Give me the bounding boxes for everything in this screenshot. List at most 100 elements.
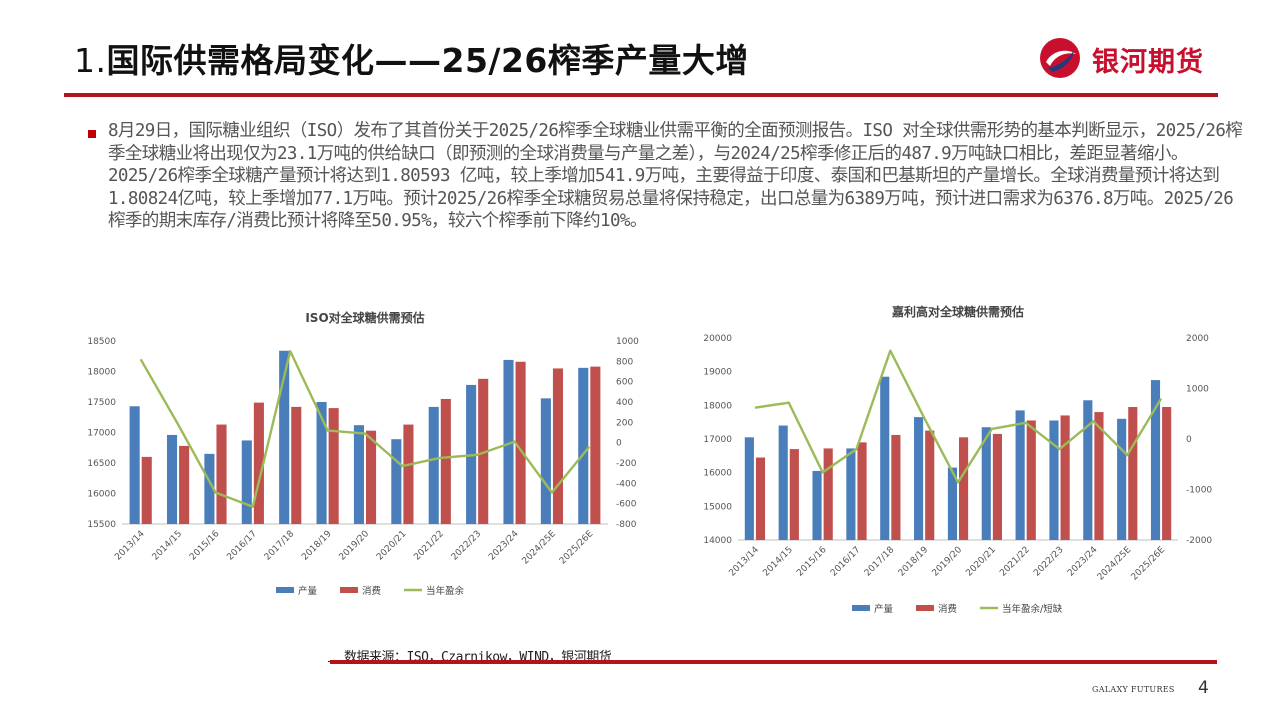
page-number: 4 <box>1198 678 1209 698</box>
y-right-tick-label: 1000 <box>1186 385 1209 395</box>
production-bar <box>1015 410 1025 540</box>
production-bar <box>812 470 822 540</box>
x-tick-label: 2013/14 <box>728 545 762 579</box>
x-tick-label: 2017/18 <box>863 545 897 579</box>
production-bar <box>578 367 589 524</box>
legend-swatch <box>916 605 934 611</box>
production-bar <box>204 453 215 524</box>
y-right-tick-label: 400 <box>616 398 633 408</box>
x-tick-label: 2015/16 <box>188 529 222 563</box>
y-left-tick-label: 19000 <box>703 368 732 378</box>
y-right-tick-label: -600 <box>616 500 637 510</box>
consumption-bar <box>1060 415 1070 540</box>
surplus-line <box>754 349 1163 484</box>
y-left-tick-label: 17500 <box>87 398 116 408</box>
y-right-tick-label: 800 <box>616 357 633 367</box>
consumption-bar <box>552 368 564 524</box>
production-bar <box>1117 418 1127 540</box>
chart-title: ISO对全球糖供需预估 <box>305 310 424 325</box>
x-tick-label: 2018/19 <box>897 545 931 579</box>
production-bar <box>1049 420 1059 540</box>
production-bar <box>846 448 856 540</box>
consumption-bar <box>1026 420 1036 540</box>
consumption-bar <box>789 449 799 540</box>
galaxy-futures-logo: 银河期货 <box>1038 36 1218 78</box>
title-text: 国际供需格局变化——25/26榨季产量大增 <box>106 41 749 80</box>
consumption-bar <box>440 398 451 524</box>
x-tick-label: 2013/14 <box>113 529 147 563</box>
y-left-tick-label: 16000 <box>87 490 116 500</box>
consumption-bar <box>857 442 867 540</box>
logo-text: 银河期货 <box>1092 47 1204 78</box>
consumption-bar <box>515 361 526 524</box>
y-left-tick-label: 16000 <box>703 469 732 479</box>
y-right-tick-label: 2000 <box>1186 334 1209 344</box>
y-right-tick-label: -200 <box>616 459 637 469</box>
y-right-tick-label: -400 <box>616 479 637 489</box>
surplus-line <box>139 349 591 508</box>
cargill-supply-demand-chart: 嘉利高对全球糖供需预估 14000 15000 16000 17000 18000 1900… <box>703 304 1212 615</box>
x-tick-label: 2016/17 <box>829 545 863 579</box>
y-left-tick-label: 18000 <box>703 401 732 411</box>
consumption-bar <box>1162 407 1172 540</box>
y-left-tick-label: 16500 <box>87 459 116 469</box>
legend-label: 当年盈余 <box>426 585 465 597</box>
y-left-tick-label: 18000 <box>87 368 116 378</box>
y-left-tick-label: 17000 <box>87 429 116 439</box>
legend-label: 消费 <box>938 603 957 615</box>
footer-divider <box>330 660 1217 664</box>
legend-label: 产量 <box>874 603 894 615</box>
production-bar <box>947 467 957 540</box>
production-bar <box>880 376 890 540</box>
y-right-tick-label: 0 <box>1186 435 1192 445</box>
production-bar <box>428 406 439 524</box>
consumption-bar <box>216 424 227 524</box>
x-tick-label: 2021/22 <box>412 529 446 563</box>
y-right-tick-label: 600 <box>616 378 633 388</box>
consumption-bar <box>403 424 414 524</box>
production-bar <box>279 350 290 524</box>
production-bar <box>353 425 364 524</box>
production-bar <box>503 359 514 524</box>
x-tick-label: 2022/23 <box>1032 545 1066 579</box>
x-tick-label: 2016/17 <box>225 529 259 563</box>
x-tick-label: 2014/15 <box>761 545 795 579</box>
chart-title: 嘉利高对全球糖供需预估 <box>891 304 1024 319</box>
legend-swatch <box>276 587 294 593</box>
x-tick-label: 2022/23 <box>450 529 484 563</box>
production-bar <box>1150 380 1161 540</box>
production-bar <box>914 417 924 540</box>
production-bar <box>981 427 991 540</box>
consumption-bar <box>823 448 833 540</box>
production-bar <box>1083 400 1093 540</box>
consumption-bar <box>291 406 302 524</box>
footer-brand: GALAXY FUTURES <box>1092 685 1175 694</box>
x-tick-label: 2024/25E <box>1096 545 1134 583</box>
x-tick-label: 2023/24 <box>487 529 521 563</box>
consumption-bar <box>179 445 190 524</box>
slide-title: 1.国际供需格局变化——25/26榨季产量大增 <box>74 34 749 82</box>
x-tick-label: 2020/21 <box>375 529 409 563</box>
production-bar <box>391 439 402 524</box>
consumption-bar <box>590 366 601 524</box>
y-left-tick-label: 18500 <box>87 337 116 347</box>
consumption-bar <box>925 430 935 540</box>
y-left-tick-label: 15500 <box>87 520 116 530</box>
production-bar <box>540 398 551 524</box>
legend-swatch <box>340 587 358 593</box>
y-right-tick-label: -800 <box>616 520 637 530</box>
consumption-bar <box>1128 407 1138 540</box>
consumption-bar <box>891 434 901 540</box>
y-right-tick-label: -1000 <box>1186 486 1212 496</box>
consumption-bar <box>755 457 766 540</box>
consumption-bar <box>141 456 152 524</box>
legend-label: 当年盈余/短缺 <box>1002 603 1063 615</box>
y-right-tick-label: 1000 <box>616 337 639 347</box>
production-bar <box>744 437 754 540</box>
y-left-tick-label: 20000 <box>703 334 732 344</box>
x-tick-label: 2025/26E <box>1130 545 1168 583</box>
y-left-tick-label: 15000 <box>703 502 732 512</box>
x-tick-label: 2025/26E <box>558 529 596 567</box>
x-tick-label: 2024/25E <box>521 529 559 567</box>
consumption-bar <box>253 402 264 524</box>
